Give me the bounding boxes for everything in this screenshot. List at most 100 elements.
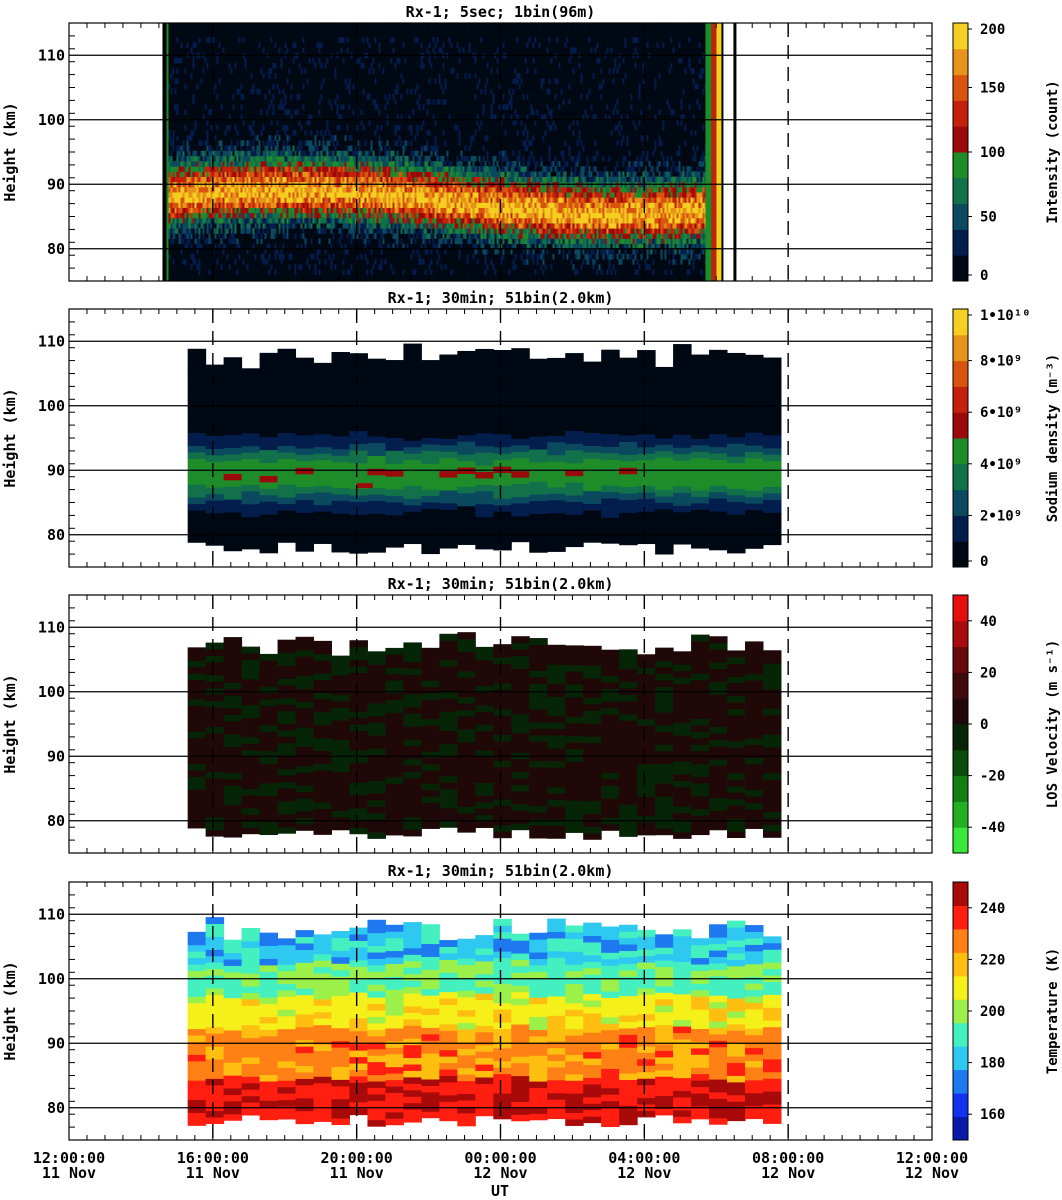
intensity-cell <box>506 212 509 219</box>
intensity-cell <box>578 186 581 193</box>
intensity-cell <box>226 197 229 203</box>
intensity-cell <box>238 253 241 260</box>
intensity-cell <box>276 140 279 147</box>
intensity-cell <box>192 217 195 224</box>
intensity-cell <box>294 155 297 162</box>
intensity-cell <box>260 109 263 116</box>
intensity-cell <box>504 217 507 224</box>
intensity-cell <box>258 42 261 49</box>
intensity-cell <box>472 207 475 214</box>
intensity-cell <box>428 222 431 229</box>
intensity-cell <box>604 228 607 234</box>
intensity-cell <box>326 161 329 167</box>
intensity-cell <box>516 171 519 178</box>
intensity-cell <box>568 222 571 229</box>
intensity-cell <box>590 202 593 208</box>
intensity-cell <box>378 150 381 157</box>
intensity-cell <box>412 269 415 276</box>
intensity-cell <box>598 57 601 64</box>
intensity-cell <box>220 171 223 178</box>
intensity-cell <box>520 202 523 208</box>
intensity-cell <box>516 191 519 198</box>
intensity-cell <box>224 191 227 198</box>
intensity-cell <box>368 161 371 167</box>
intensity-cell <box>222 155 225 162</box>
intensity-cell <box>252 155 255 162</box>
intensity-cell <box>208 171 211 178</box>
intensity-cell <box>286 161 289 167</box>
intensity-cell <box>606 197 609 203</box>
intensity-cell <box>244 62 247 69</box>
intensity-cell <box>400 155 403 162</box>
intensity-cell <box>502 253 505 260</box>
intensity-cell <box>178 197 181 203</box>
intensity-cell <box>244 57 247 64</box>
intensity-cell <box>352 161 355 167</box>
intensity-cell <box>452 233 455 239</box>
intensity-cell <box>620 238 623 245</box>
intensity-cell <box>190 73 193 79</box>
intensity-cell <box>176 135 179 141</box>
intensity-cell <box>584 253 587 260</box>
intensity-cell <box>548 228 551 234</box>
intensity-cell <box>194 212 197 219</box>
intensity-cell <box>392 197 395 203</box>
intensity-cell <box>422 197 425 203</box>
intensity-cell <box>542 238 545 245</box>
intensity-cell <box>234 238 237 245</box>
intensity-cell <box>192 155 195 162</box>
intensity-cell <box>302 217 305 224</box>
intensity-cell <box>394 124 397 131</box>
intensity-cell <box>374 161 377 167</box>
intensity-cell <box>288 253 291 260</box>
intensity-cell <box>378 155 381 162</box>
intensity-cell <box>360 109 363 116</box>
intensity-cell <box>652 243 655 250</box>
intensity-cell <box>374 130 377 136</box>
intensity-cell <box>522 259 525 265</box>
intensity-cell <box>464 155 467 162</box>
intensity-cell <box>568 197 571 203</box>
intensity-cell <box>238 217 241 224</box>
intensity-cell <box>278 47 281 54</box>
intensity-cell <box>342 207 345 214</box>
intensity-cell <box>628 150 631 157</box>
intensity-cell <box>444 176 447 183</box>
intensity-cell <box>394 99 397 105</box>
intensity-cell <box>632 207 635 214</box>
intensity-cell <box>540 238 543 245</box>
intensity-cell <box>462 191 465 198</box>
intensity-cell <box>518 212 521 219</box>
intensity-cell <box>206 191 209 198</box>
intensity-cell <box>276 161 279 167</box>
intensity-cell <box>526 130 529 136</box>
intensity-cell <box>310 155 313 162</box>
intensity-cell <box>504 233 507 239</box>
intensity-cell <box>588 259 591 265</box>
intensity-cell <box>518 191 521 198</box>
intensity-cell <box>598 228 601 234</box>
intensity-cell <box>542 135 545 141</box>
intensity-cell <box>214 161 217 167</box>
intensity-cell <box>212 150 215 157</box>
intensity-cell <box>594 233 597 239</box>
intensity-cell <box>496 243 499 250</box>
intensity-cell <box>556 78 559 85</box>
intensity-cell <box>352 217 355 224</box>
intensity-cell <box>174 166 177 172</box>
intensity-cell <box>370 161 373 167</box>
intensity-cell <box>528 207 531 214</box>
intensity-cell <box>178 176 181 183</box>
intensity-cell <box>426 130 429 136</box>
intensity-cell <box>596 243 599 250</box>
intensity-cell <box>468 191 471 198</box>
intensity-cell <box>526 42 529 49</box>
intensity-cell <box>272 202 275 208</box>
intensity-cell <box>554 228 557 234</box>
intensity-cell <box>592 114 595 121</box>
intensity-cell <box>384 104 387 110</box>
intensity-cell <box>294 130 297 136</box>
intensity-cell <box>448 228 451 234</box>
intensity-cell <box>410 161 413 167</box>
intensity-cell <box>572 222 575 229</box>
